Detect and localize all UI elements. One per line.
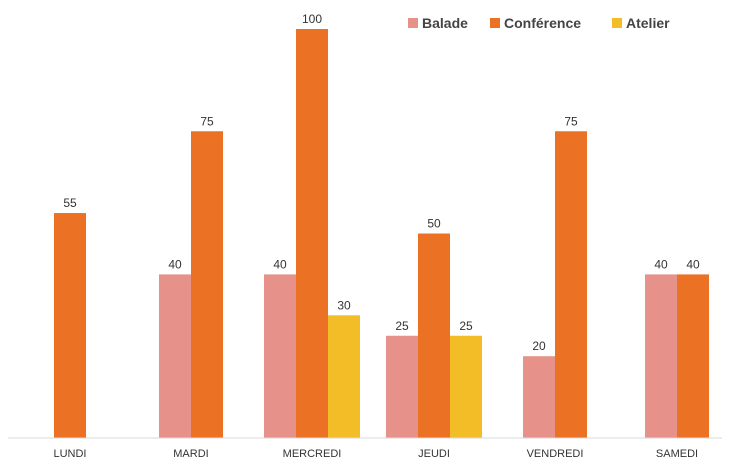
bar-atelier-jeudi: [450, 335, 482, 438]
bar-balade-mardi: [159, 274, 191, 438]
x-tick-label-vendredi: VENDREDI: [527, 448, 584, 460]
bar-conference-samedi: [677, 274, 709, 438]
x-tick-label-samedi: SAMEDI: [656, 448, 698, 460]
legend: Balade Conférence Atelier: [408, 15, 670, 31]
legend-swatch-balade: [408, 18, 418, 28]
value-label-balade-vendredi: 20: [532, 339, 546, 353]
value-label-balade-mardi: 40: [168, 257, 182, 271]
legend-swatch-conference: [490, 18, 500, 28]
bar-atelier-mercredi: [328, 315, 360, 438]
value-label-balade-mercredi: 40: [273, 257, 287, 271]
bar-conference-jeudi: [418, 233, 450, 438]
bar-conference-mercredi: [296, 29, 328, 438]
value-label-conference-samedi: 40: [686, 257, 700, 271]
value-label-atelier-jeudi: 25: [459, 319, 473, 333]
bar-balade-vendredi: [523, 356, 555, 438]
value-label-atelier-mercredi: 30: [337, 298, 351, 312]
bar-conference-mardi: [191, 131, 223, 438]
legend-swatch-atelier: [612, 18, 622, 28]
bar-balade-samedi: [645, 274, 677, 438]
value-label-conference-mardi: 75: [200, 114, 214, 128]
legend-label-atelier: Atelier: [626, 15, 670, 31]
value-label-conference-lundi: 55: [63, 196, 77, 210]
value-label-conference-mercredi: 100: [302, 12, 322, 26]
bar-balade-mercredi: [264, 274, 296, 438]
bars-layer: [54, 29, 709, 438]
bar-conference-vendredi: [555, 131, 587, 438]
bar-balade-jeudi: [386, 335, 418, 438]
legend-label-conference: Conférence: [504, 15, 581, 31]
x-tick-labels: LUNDI MARDI MERCREDI JEUDI VENDREDI SAMEDI: [53, 448, 698, 460]
value-label-balade-jeudi: 25: [395, 319, 409, 333]
x-tick-label-lundi: LUNDI: [53, 448, 86, 460]
bar-conference-lundi: [54, 213, 86, 438]
x-tick-label-mardi: MARDI: [173, 448, 208, 460]
value-label-conference-jeudi: 50: [427, 217, 441, 231]
value-label-balade-samedi: 40: [654, 257, 668, 271]
x-tick-label-jeudi: JEUDI: [418, 448, 450, 460]
value-label-conference-vendredi: 75: [564, 114, 578, 128]
legend-label-balade: Balade: [422, 15, 468, 31]
x-tick-label-mercredi: MERCREDI: [283, 448, 342, 460]
value-labels-layer: 55 40 75 40 100 30 25 50 25 20 75 40 40: [63, 12, 700, 353]
